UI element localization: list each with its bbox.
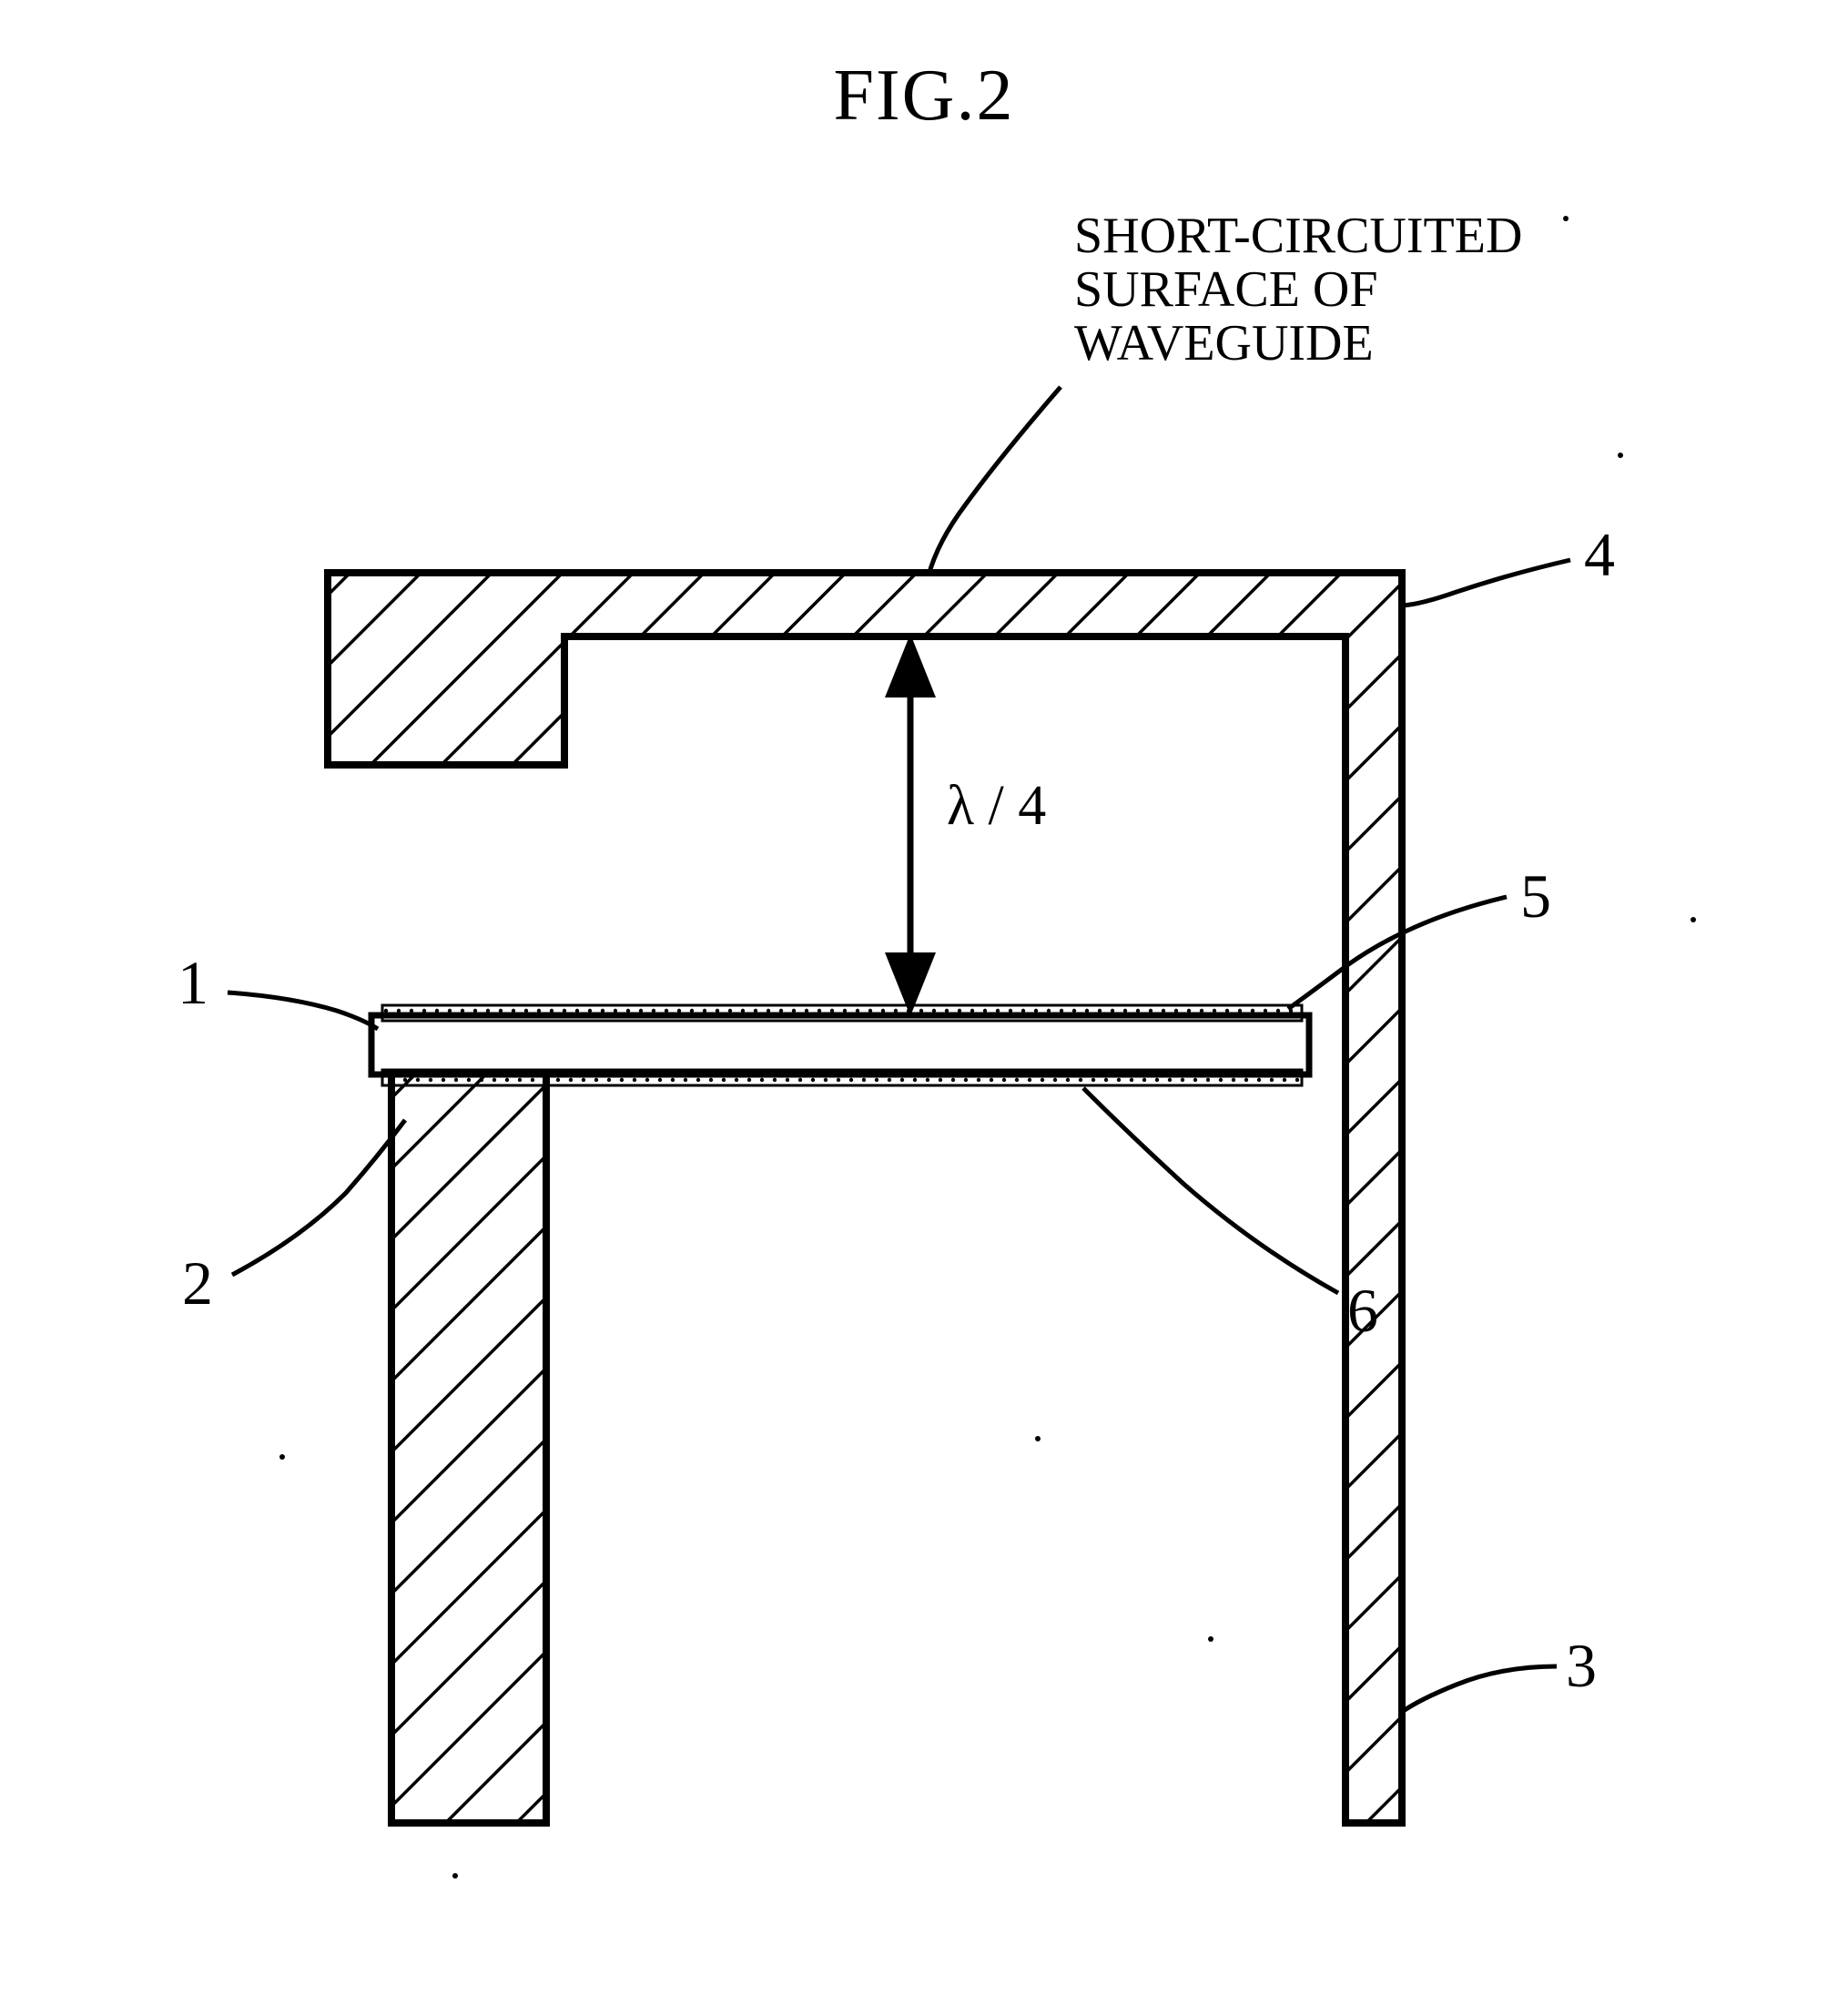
leader-1 — [228, 993, 378, 1029]
bottom-ground — [382, 1070, 1302, 1085]
substrate — [371, 1015, 1309, 1074]
leader-annotation — [929, 387, 1061, 575]
leader-4 — [1402, 560, 1570, 606]
left-support — [391, 1058, 546, 1823]
diagram-svg — [0, 0, 1848, 2016]
leader-3 — [1402, 1666, 1557, 1712]
leader-6 — [1083, 1088, 1338, 1293]
top-patch — [382, 1005, 1302, 1021]
leader-2 — [232, 1120, 405, 1275]
